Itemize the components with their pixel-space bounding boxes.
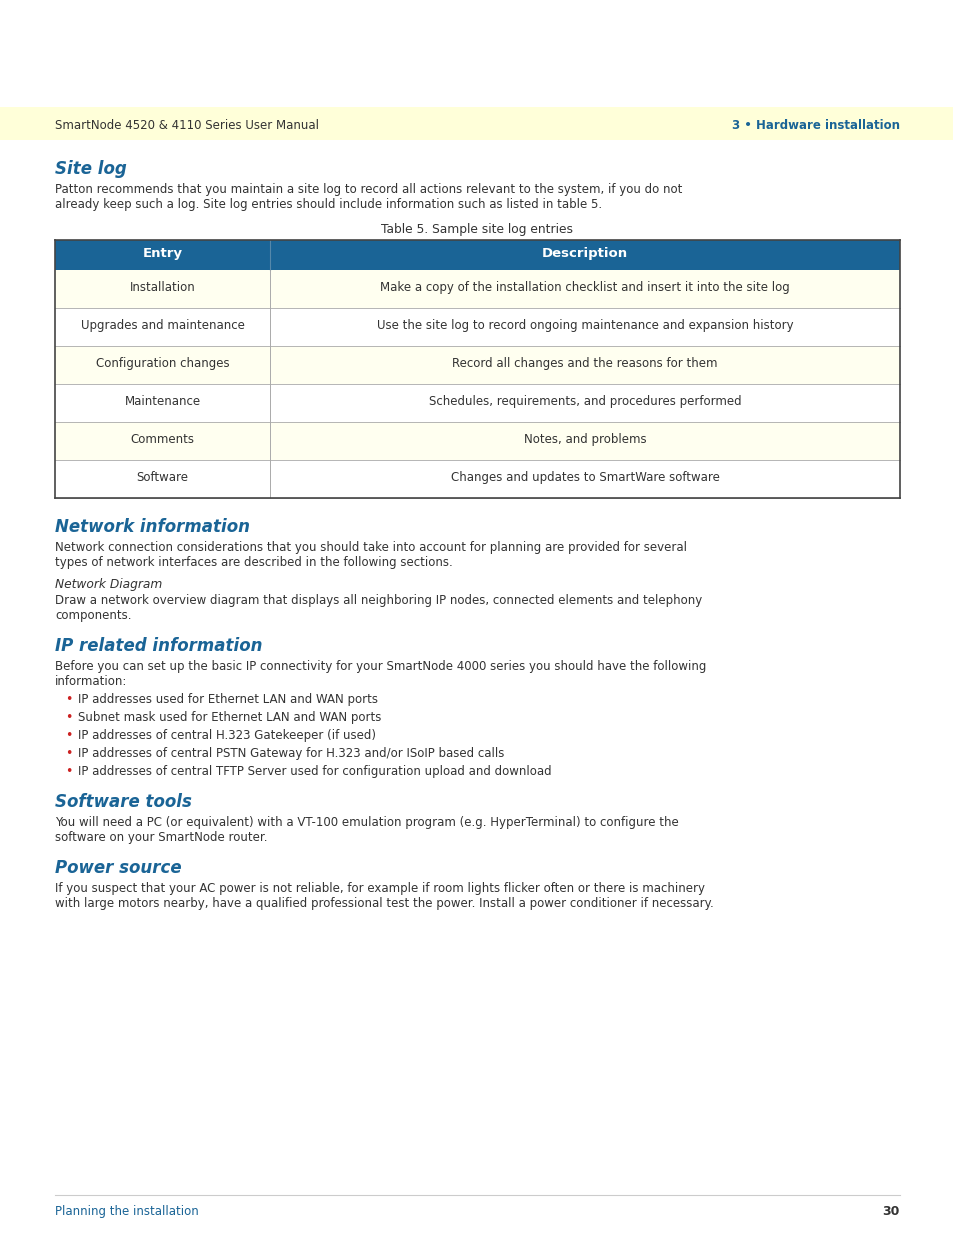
Text: Network information: Network information — [55, 517, 250, 536]
Text: with large motors nearby, have a qualified professional test the power. Install : with large motors nearby, have a qualifi… — [55, 897, 713, 910]
Bar — [55, 422, 899, 459]
Text: Site log: Site log — [55, 161, 127, 178]
Bar — [55, 346, 899, 384]
Text: Description: Description — [541, 247, 627, 259]
Text: Make a copy of the installation checklist and insert it into the site log: Make a copy of the installation checklis… — [379, 280, 789, 294]
Text: You will need a PC (or equivalent) with a VT-100 emulation program (e.g. HyperTe: You will need a PC (or equivalent) with … — [55, 816, 678, 829]
Text: 30: 30 — [882, 1205, 899, 1218]
Text: information:: information: — [55, 676, 128, 688]
Text: already keep such a log. Site log entries should include information such as lis: already keep such a log. Site log entrie… — [55, 198, 601, 211]
Text: •: • — [65, 711, 72, 724]
Text: Maintenance: Maintenance — [124, 394, 200, 408]
Text: Patton recommends that you maintain a site log to record all actions relevant to: Patton recommends that you maintain a si… — [55, 183, 681, 196]
Bar — [0, 107, 953, 140]
Bar — [55, 240, 899, 270]
Text: Software tools: Software tools — [55, 793, 192, 811]
Text: Schedules, requirements, and procedures performed: Schedules, requirements, and procedures … — [428, 394, 740, 408]
Text: IP addresses of central PSTN Gateway for H.323 and/or ISoIP based calls: IP addresses of central PSTN Gateway for… — [78, 747, 504, 760]
Text: Entry: Entry — [142, 247, 182, 259]
Text: Notes, and problems: Notes, and problems — [523, 432, 645, 446]
Text: Use the site log to record ongoing maintenance and expansion history: Use the site log to record ongoing maint… — [376, 319, 793, 331]
Text: IP related information: IP related information — [55, 637, 262, 655]
Text: Planning the installation: Planning the installation — [55, 1205, 198, 1218]
Text: components.: components. — [55, 609, 132, 622]
Text: SmartNode 4520 & 4110 Series User Manual: SmartNode 4520 & 4110 Series User Manual — [55, 119, 318, 132]
Text: •: • — [65, 693, 72, 706]
Text: IP addresses used for Ethernet LAN and WAN ports: IP addresses used for Ethernet LAN and W… — [78, 693, 377, 706]
Text: Software: Software — [136, 471, 189, 483]
Bar — [55, 308, 899, 346]
Text: •: • — [65, 764, 72, 778]
Text: •: • — [65, 729, 72, 742]
Bar — [55, 459, 899, 498]
Text: Changes and updates to SmartWare software: Changes and updates to SmartWare softwar… — [450, 471, 719, 483]
Text: Installation: Installation — [130, 280, 195, 294]
Text: software on your SmartNode router.: software on your SmartNode router. — [55, 831, 267, 844]
Text: Before you can set up the basic IP connectivity for your SmartNode 4000 series y: Before you can set up the basic IP conne… — [55, 659, 705, 673]
Text: types of network interfaces are described in the following sections.: types of network interfaces are describe… — [55, 556, 453, 569]
Text: Power source: Power source — [55, 860, 181, 877]
Bar — [55, 384, 899, 422]
Text: Comments: Comments — [131, 432, 194, 446]
Text: Network connection considerations that you should take into account for planning: Network connection considerations that y… — [55, 541, 686, 555]
Text: Subnet mask used for Ethernet LAN and WAN ports: Subnet mask used for Ethernet LAN and WA… — [78, 711, 381, 724]
Text: Table 5. Sample site log entries: Table 5. Sample site log entries — [380, 224, 573, 236]
Text: •: • — [65, 747, 72, 760]
Text: Record all changes and the reasons for them: Record all changes and the reasons for t… — [452, 357, 717, 369]
Text: Draw a network overview diagram that displays all neighboring IP nodes, connecte: Draw a network overview diagram that dis… — [55, 594, 701, 606]
Text: 3 • Hardware installation: 3 • Hardware installation — [731, 119, 899, 132]
Text: Configuration changes: Configuration changes — [95, 357, 229, 369]
Bar — [55, 270, 899, 308]
Text: Upgrades and maintenance: Upgrades and maintenance — [80, 319, 244, 331]
Text: IP addresses of central TFTP Server used for configuration upload and download: IP addresses of central TFTP Server used… — [78, 764, 551, 778]
Text: Network Diagram: Network Diagram — [55, 578, 162, 592]
Text: If you suspect that your AC power is not reliable, for example if room lights fl: If you suspect that your AC power is not… — [55, 882, 704, 895]
Text: IP addresses of central H.323 Gatekeeper (if used): IP addresses of central H.323 Gatekeeper… — [78, 729, 375, 742]
